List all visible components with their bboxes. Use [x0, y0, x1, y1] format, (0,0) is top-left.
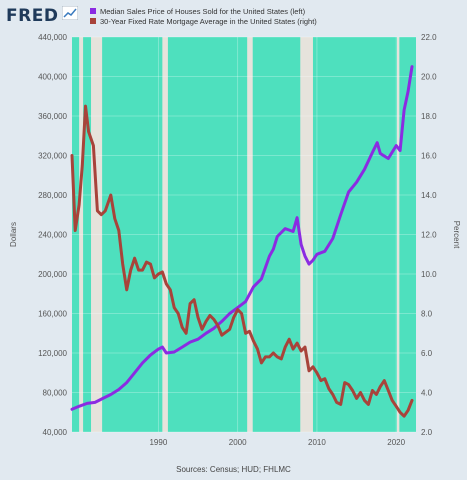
y-tick-label-right: 2.0	[421, 428, 433, 437]
line-chart: 40,000 2.0 80,000 4.0 120,000 6.0 160,000 8.0 20…	[9, 33, 461, 447]
legend-swatch-mortgage-rate	[90, 18, 96, 24]
fred-logo[interactable]: FRED	[6, 6, 58, 26]
line-chart-icon	[62, 6, 78, 20]
y-tick-label-left: 440,000	[38, 33, 67, 42]
x-tick-label: 2010	[308, 438, 326, 447]
recession-band	[300, 37, 313, 432]
legend-label-mortgage-rate: 30-Year Fixed Rate Mortgage Average in t…	[100, 16, 317, 26]
recession-band	[396, 37, 400, 432]
recession-band	[91, 37, 103, 432]
y-tick-label-right: 14.0	[421, 191, 437, 200]
plot-area	[72, 37, 416, 432]
y-tick-label-left: 80,000	[43, 389, 68, 398]
recession-band	[79, 37, 84, 432]
legend-swatch-house-price	[90, 8, 96, 14]
y-tick-label-left: 160,000	[38, 310, 67, 319]
y-tick-label-left: 360,000	[38, 112, 67, 121]
x-tick-label: 2000	[229, 438, 247, 447]
x-tick-label: 1990	[149, 438, 167, 447]
y-tick-label-left: 240,000	[38, 231, 67, 240]
y-tick-label-left: 320,000	[38, 152, 67, 161]
y-tick-label-left: 280,000	[38, 191, 67, 200]
y-tick-label-left: 400,000	[38, 73, 67, 82]
y-tick-label-right: 20.0	[421, 73, 437, 82]
y-tick-label-right: 6.0	[421, 349, 433, 358]
chart-source: Sources: Census; HUD; FHLMC	[176, 465, 291, 474]
x-tick-label: 2020	[387, 438, 405, 447]
recession-band	[162, 37, 168, 432]
legend-item-mortgage-rate: 30-Year Fixed Rate Mortgage Average in t…	[90, 16, 317, 26]
y-tick-label-right: 18.0	[421, 112, 437, 121]
y-tick-label-right: 16.0	[421, 152, 437, 161]
legend-label-house-price: Median Sales Price of Houses Sold for th…	[100, 6, 306, 16]
y-tick-label-left: 200,000	[38, 270, 67, 279]
y-tick-label-right: 12.0	[421, 231, 437, 240]
y-tick-label-right: 10.0	[421, 270, 437, 279]
logo-text: FRED	[6, 6, 59, 26]
recession-band	[247, 37, 253, 432]
chart-legend: Median Sales Price of Houses Sold for th…	[90, 6, 317, 26]
y-tick-label-right: 4.0	[421, 389, 433, 398]
y-tick-label-left: 40,000	[43, 428, 68, 437]
chart-header: FRED Median Sales Price of Houses Sold f…	[6, 4, 461, 30]
y-tick-label-left: 120,000	[38, 349, 67, 358]
series-line-mortgage-rate	[70, 104, 414, 418]
series-line-house-price	[70, 65, 414, 411]
y-axis-title-right: Percent	[452, 221, 461, 249]
legend-item-house-price: Median Sales Price of Houses Sold for th…	[90, 6, 317, 16]
y-tick-label-right: 22.0	[421, 33, 437, 42]
y-axis-title-left: Dollars	[9, 222, 18, 247]
y-tick-label-right: 8.0	[421, 310, 433, 319]
